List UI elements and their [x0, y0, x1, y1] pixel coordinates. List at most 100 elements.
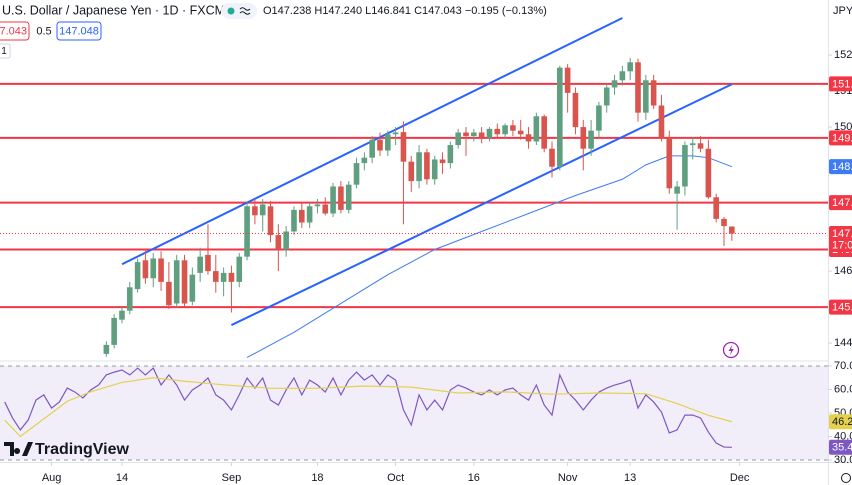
spread: 0.5: [36, 25, 51, 37]
candle-body: [111, 317, 117, 345]
time-axis-icon[interactable]: [841, 473, 851, 483]
candle-body: [158, 258, 164, 282]
candle-body: [588, 130, 594, 149]
x-tick-label: Aug: [42, 472, 62, 484]
candle-body: [431, 159, 438, 180]
current-price-box: [829, 226, 852, 253]
candle-body: [424, 152, 430, 180]
candle-body: [502, 125, 508, 135]
y-tick-label: 150.0: [834, 121, 852, 133]
y-tick-label: 146.0: [834, 265, 852, 277]
market-open-dot: [227, 7, 235, 15]
candle-body: [291, 209, 297, 232]
candle-body: [705, 148, 712, 198]
candle-body: [619, 71, 626, 81]
candle-body: [682, 145, 688, 187]
sell-price: 147.043: [0, 25, 27, 37]
settings-icon[interactable]: [841, 473, 851, 483]
level-label: 151.2: [832, 78, 852, 90]
candle-body: [416, 152, 422, 182]
candle-body: [400, 132, 407, 162]
ma-label: 148.9: [832, 161, 852, 173]
current-price-label: 147.0: [832, 228, 852, 240]
buy-price: 147.048: [59, 25, 99, 37]
candle-body: [212, 271, 219, 282]
candle-body: [252, 206, 258, 216]
rsi-line: [4, 377, 732, 438]
candle-body: [713, 197, 719, 219]
candle-body: [674, 186, 680, 194]
countdown: 17:00: [832, 239, 852, 251]
candle-body: [134, 262, 141, 290]
candle-body: [643, 80, 649, 113]
ma-label-box: [829, 159, 852, 175]
candle-body: [408, 161, 415, 182]
currency: JPY: [833, 5, 852, 17]
y-tick-label: 40.00: [834, 430, 852, 442]
status-icon: [239, 7, 251, 15]
rsi-value-label-box: [829, 439, 852, 455]
alert-bolt: [728, 344, 734, 356]
candle-body: [596, 105, 602, 131]
rsi-line: [4, 367, 732, 448]
candle-body: [314, 204, 321, 207]
candle-body: [392, 132, 399, 135]
candle-body: [463, 132, 469, 137]
candle-body: [721, 218, 727, 227]
legend-header: U.S. Dollar / Japanese Yen · 1D · FXCM O…: [0, 3, 852, 59]
candle-body: [299, 209, 305, 223]
symbol-title: U.S. Dollar / Japanese Yen · 1D · FXCM: [2, 3, 225, 17]
candle-body: [205, 254, 211, 272]
brand-name: TradingView: [35, 441, 130, 458]
candle-body: [478, 132, 485, 138]
buy-button[interactable]: [56, 21, 102, 41]
candle-body: [189, 274, 196, 302]
candle-body: [197, 256, 203, 273]
moving-average: [246, 155, 733, 358]
y-tick-label: 60.00: [834, 383, 852, 395]
candle-body: [689, 143, 696, 146]
candle-body: [439, 159, 446, 164]
candle-body: [549, 148, 555, 167]
candle-body: [259, 204, 266, 216]
candle-body: [517, 130, 524, 135]
candle-body: [611, 80, 618, 88]
candle-body: [666, 137, 673, 189]
y-tick-label: 70.00: [834, 360, 852, 372]
rsi-value-label-box: [829, 414, 852, 430]
status-pill[interactable]: [221, 3, 257, 19]
candle-body: [510, 125, 516, 131]
candle-body: [330, 186, 336, 214]
plot-area: [0, 17, 828, 461]
axes: 152.0151.0150.0146.0144.0Aug14Sep18Oct16…: [42, 49, 852, 484]
candle-body: [729, 226, 735, 234]
candle-body: [150, 258, 157, 279]
x-tick-label: Oct: [387, 472, 404, 484]
candle-body: [353, 163, 360, 185]
sell-button[interactable]: [0, 21, 30, 41]
level-label-box: [829, 195, 852, 211]
candle-body: [119, 310, 125, 320]
candle-body: [103, 344, 110, 354]
candle-body: [236, 256, 243, 282]
candle-body: [525, 134, 532, 142]
candle-body: [142, 260, 149, 279]
candle-body: [572, 92, 579, 128]
candle-body: [650, 80, 657, 106]
candle-body: [580, 127, 587, 149]
brand-logo[interactable]: TradingView: [4, 441, 130, 458]
candle-body: [369, 139, 375, 158]
candle-body: [455, 132, 461, 146]
candle-body: [564, 67, 571, 93]
x-tick-label: Dec: [730, 472, 750, 484]
candle-body: [658, 105, 665, 138]
alert-icon[interactable]: [722, 341, 740, 359]
collapse-button[interactable]: [0, 43, 11, 59]
candle-body: [471, 132, 477, 137]
level-label: 147.9: [832, 197, 852, 209]
level-label-box: [829, 76, 852, 92]
level-label-box: [829, 130, 852, 146]
